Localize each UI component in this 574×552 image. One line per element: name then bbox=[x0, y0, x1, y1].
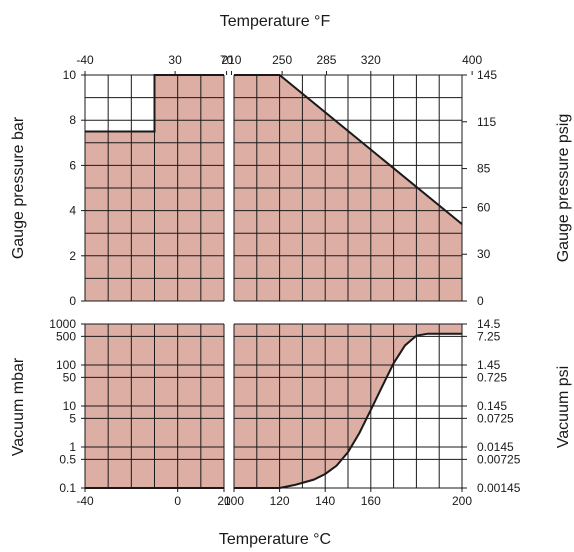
y-left-top-tick-label: 6 bbox=[69, 158, 76, 172]
x-top-tick-label: 400 bbox=[462, 53, 482, 67]
y-right-top-tick-label: 145 bbox=[477, 68, 497, 82]
y-left-top-tick-label: 2 bbox=[69, 249, 76, 263]
y-left-bottom-tick-label: 5 bbox=[69, 411, 76, 425]
y-right-top-tick-label: 0 bbox=[477, 294, 484, 308]
y-right-top-title: Gauge pressure psig bbox=[555, 114, 572, 263]
y-left-bottom-tick-label: 0.5 bbox=[59, 452, 76, 466]
x-top-tick-label: 250 bbox=[272, 53, 292, 67]
x-bottom-tick-label: 200 bbox=[452, 494, 472, 508]
y-left-bottom-tick-label: 500 bbox=[56, 329, 76, 343]
x-top-tick-label: 285 bbox=[316, 53, 336, 67]
x-bottom-tick-label: 160 bbox=[361, 494, 381, 508]
y-right-bottom-tick-label: 0.0145 bbox=[477, 440, 514, 454]
x-top-tick-label: 210 bbox=[221, 53, 241, 67]
y-right-bottom-tick-label: 14.5 bbox=[477, 317, 501, 331]
fill-layer bbox=[85, 75, 462, 488]
y-right-top-tick-label: 30 bbox=[477, 247, 491, 261]
x-bottom-title: Temperature °C bbox=[219, 531, 331, 548]
x-bottom-tick-label: 120 bbox=[270, 494, 290, 508]
y-right-bottom-tick-label: 0.00145 bbox=[477, 481, 521, 495]
x-top-title: Temperature °F bbox=[220, 13, 331, 30]
y-left-top-title: Gauge pressure bar bbox=[10, 116, 27, 259]
y-left-bottom-tick-label: 50 bbox=[63, 370, 77, 384]
x-top-tick-label: -40 bbox=[76, 53, 94, 67]
x-bottom-tick-label: 140 bbox=[315, 494, 335, 508]
y-right-bottom-tick-label: 0.145 bbox=[477, 399, 507, 413]
y-right-bottom-tick-label: 0.0725 bbox=[477, 411, 514, 425]
x-bottom-tick-label: 0 bbox=[174, 494, 181, 508]
x-bottom-tick-label: -40 bbox=[76, 494, 94, 508]
y-left-top-tick-label: 0 bbox=[69, 294, 76, 308]
x-top-tick-label: 30 bbox=[168, 53, 182, 67]
y-right-bottom-title: Vacuum psi bbox=[555, 366, 572, 448]
y-left-bottom-tick-label: 100 bbox=[56, 358, 76, 372]
y-right-top-tick-label: 85 bbox=[477, 162, 491, 176]
y-left-top-tick-label: 10 bbox=[63, 68, 77, 82]
y-left-bottom-tick-label: 10 bbox=[63, 399, 77, 413]
y-right-bottom-tick-label: 1.45 bbox=[477, 358, 501, 372]
x-bottom-tick-label: 100 bbox=[224, 494, 244, 508]
y-left-bottom-tick-label: 0.1 bbox=[59, 481, 76, 495]
y-left-top-tick-label: 8 bbox=[69, 113, 76, 127]
y-left-top-tick-label: 4 bbox=[69, 204, 76, 218]
y-right-top-tick-label: 115 bbox=[477, 115, 496, 129]
y-right-bottom-tick-label: 7.25 bbox=[477, 329, 501, 343]
y-right-bottom-tick-label: 0.725 bbox=[477, 370, 507, 384]
y-left-bottom-title: Vacuum mbar bbox=[10, 357, 27, 456]
y-right-top-tick-label: 60 bbox=[477, 200, 491, 214]
x-top-tick-label: 320 bbox=[361, 53, 381, 67]
y-right-bottom-tick-label: 0.00725 bbox=[477, 452, 521, 466]
y-left-bottom-tick-label: 1 bbox=[69, 440, 76, 454]
y-left-bottom-tick-label: 1000 bbox=[49, 317, 76, 331]
